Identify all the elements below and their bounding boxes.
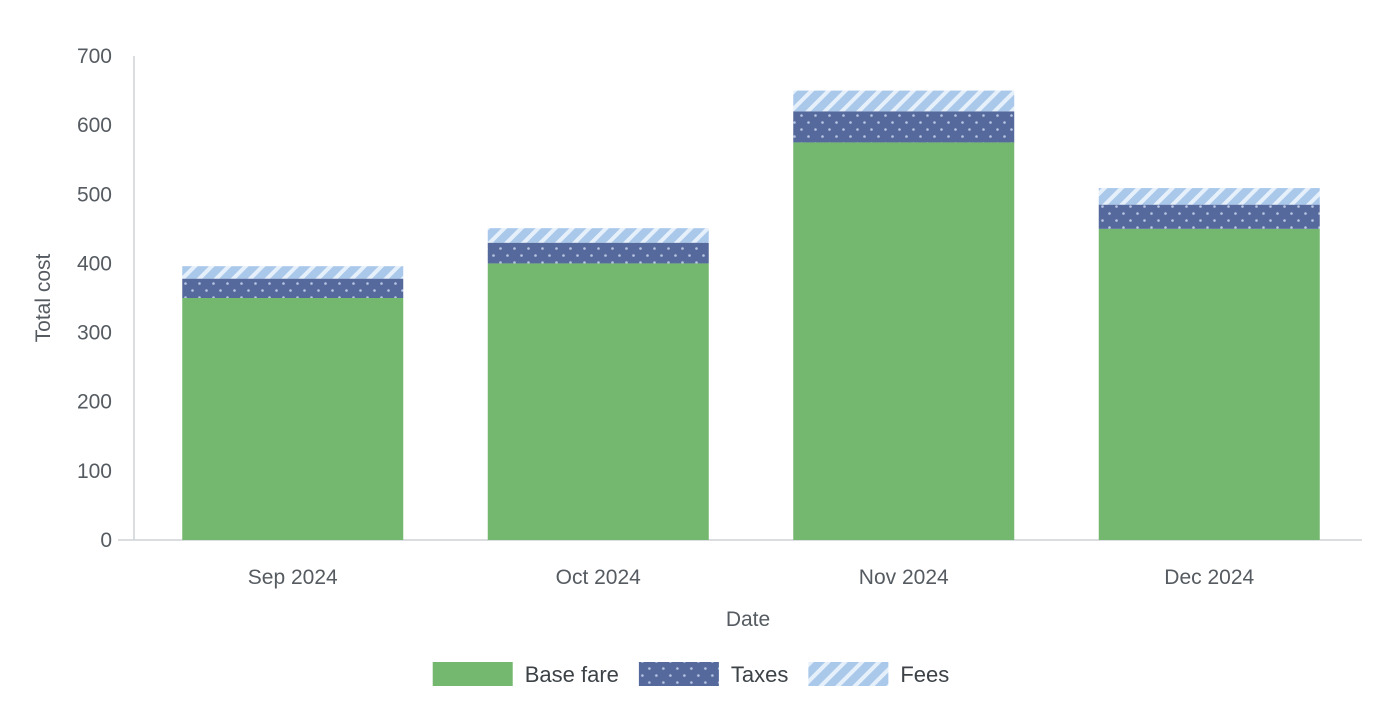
y-tick-label: 700 [77, 45, 112, 68]
y-tick-label: 500 [77, 183, 112, 206]
legend-label: Taxes [731, 662, 788, 687]
bar-fees-sep-2024 [182, 266, 404, 279]
bar-base-fare-sep-2024 [182, 298, 404, 540]
legend-item-fees: Fees [808, 662, 949, 687]
x-tick-label: Nov 2024 [859, 566, 949, 589]
legend: Base fare Taxes Fees [432, 662, 949, 687]
bar-base-fare-dec-2024 [1098, 228, 1320, 540]
bar-base-fare-oct-2024 [487, 263, 709, 540]
legend-swatch-base-fare [432, 662, 513, 686]
y-tick-label: 0 [100, 529, 112, 552]
y-tick-labels: 0 100 200 300 400 500 600 700 [77, 45, 112, 552]
legend-label: Base fare [525, 662, 619, 687]
legend-item-taxes: Taxes [638, 662, 788, 687]
bars [182, 90, 1320, 540]
bar-fees-dec-2024 [1098, 188, 1320, 205]
x-tick-label: Sep 2024 [248, 566, 338, 589]
x-tick-labels: Sep 2024 Oct 2024 Nov 2024 Dec 2024 [248, 566, 1255, 589]
legend-swatch-fees [808, 662, 889, 686]
y-axis-title: Total cost [32, 253, 55, 342]
x-tick-label: Dec 2024 [1164, 566, 1254, 589]
bar-taxes-dec-2024 [1098, 204, 1320, 229]
bar-fees-nov-2024 [793, 90, 1015, 112]
y-tick-label: 200 [77, 391, 112, 414]
x-tick-label: Oct 2024 [556, 566, 642, 589]
bar-fees-oct-2024 [487, 228, 709, 243]
bar-base-fare-nov-2024 [793, 142, 1015, 540]
y-tick-label: 100 [77, 460, 112, 483]
bar-taxes-nov-2024 [793, 111, 1015, 143]
legend-label: Fees [900, 662, 949, 687]
y-tick-label: 600 [77, 114, 112, 137]
y-tick-label: 300 [77, 322, 112, 345]
legend-swatch-taxes [638, 662, 719, 686]
bar-taxes-oct-2024 [487, 242, 709, 264]
y-tick-label: 400 [77, 252, 112, 275]
x-axis-title: Date [726, 608, 770, 631]
legend-item-base-fare: Base fare [432, 662, 619, 687]
bar-taxes-sep-2024 [182, 278, 404, 298]
